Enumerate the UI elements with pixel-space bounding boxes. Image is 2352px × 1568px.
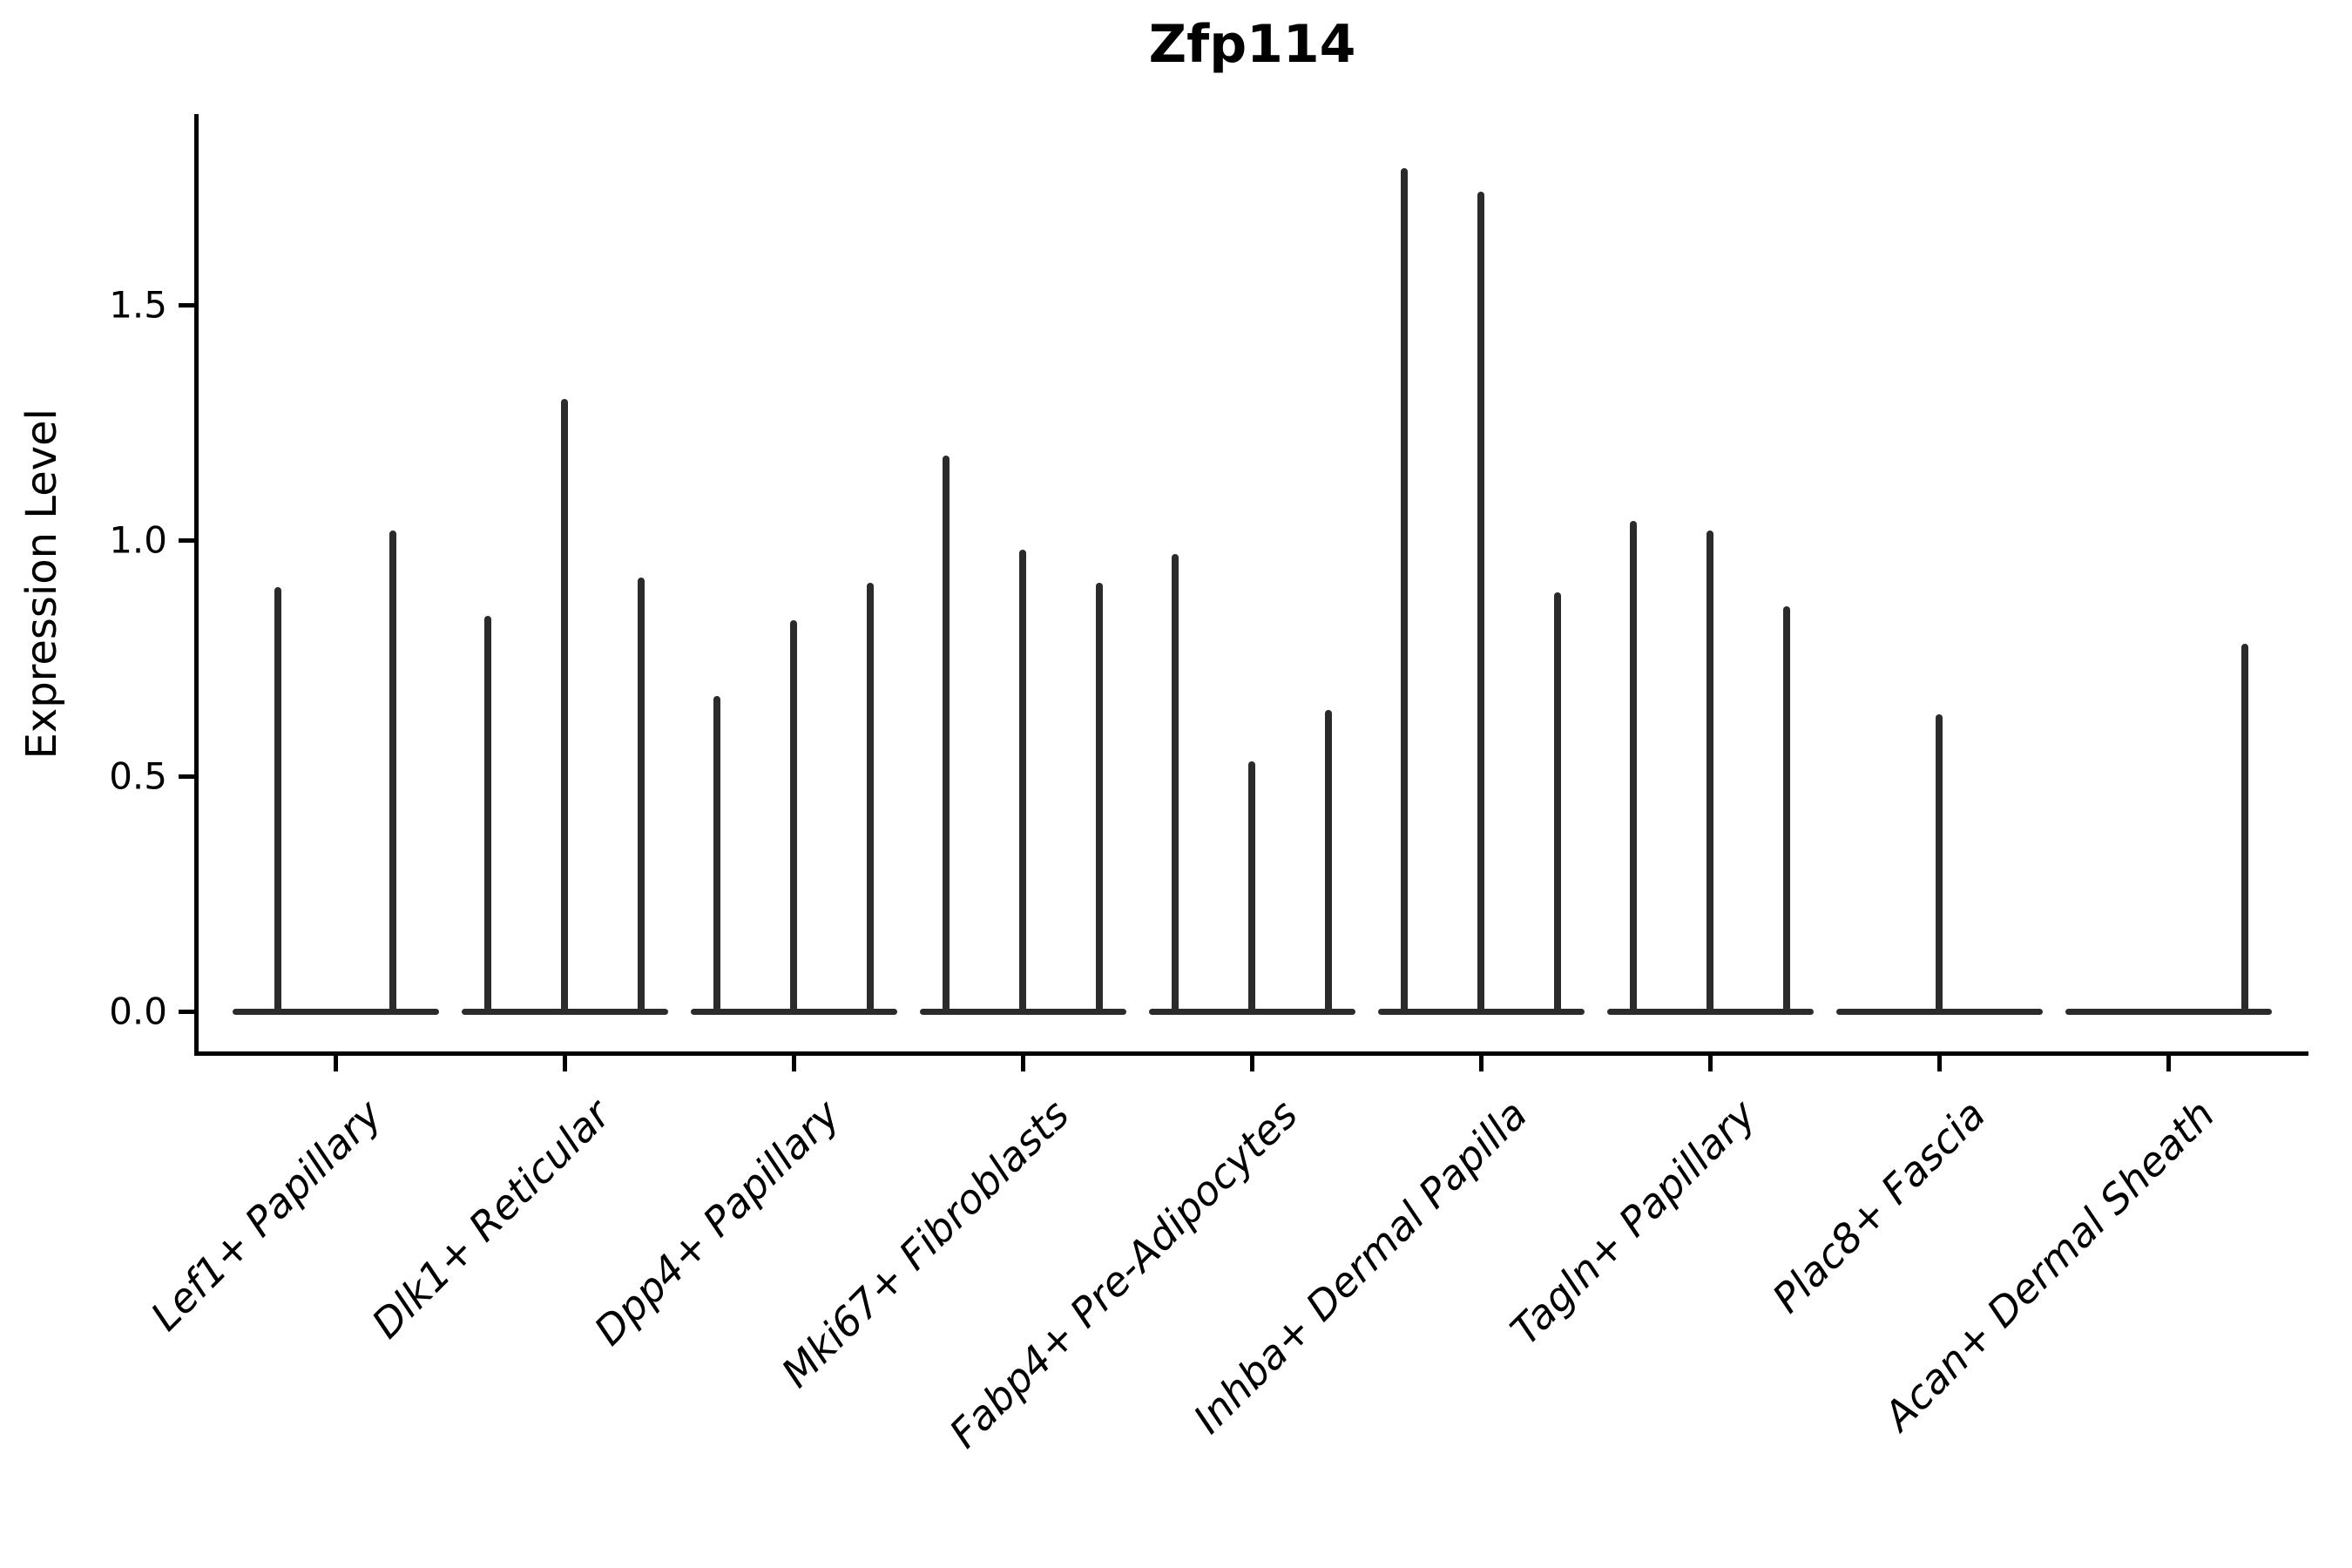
violin-base bbox=[232, 1008, 439, 1015]
y-tick-mark bbox=[179, 1010, 194, 1014]
y-tick-label: 0.5 bbox=[109, 754, 167, 797]
x-axis-spine bbox=[194, 1051, 2308, 1056]
violin-spike bbox=[484, 615, 492, 1011]
x-tick-mark bbox=[334, 1056, 338, 1071]
violin-spike bbox=[943, 455, 950, 1011]
violin-spike bbox=[2240, 644, 2248, 1011]
x-tick-label: Dpp4+ Papillary bbox=[585, 1091, 849, 1355]
violin-base bbox=[461, 1008, 668, 1015]
y-tick-label: 1.5 bbox=[109, 283, 167, 326]
violin-spike bbox=[866, 582, 874, 1011]
x-tick-label: Lef1+ Papillary bbox=[141, 1091, 391, 1340]
violin-spike bbox=[389, 531, 396, 1011]
x-tick-label: Tagln+ Papillary bbox=[1501, 1091, 1766, 1355]
violin-base bbox=[1835, 1008, 2043, 1015]
violin-base bbox=[1606, 1008, 1814, 1015]
y-tick-mark bbox=[179, 302, 194, 308]
violin-spike bbox=[1936, 714, 1943, 1011]
violin-spike bbox=[637, 578, 645, 1011]
x-tick-mark bbox=[2166, 1056, 2171, 1071]
violin-spike bbox=[1019, 549, 1026, 1011]
x-tick-mark bbox=[1021, 1056, 1025, 1071]
violin-spike bbox=[790, 619, 797, 1011]
y-tick-mark bbox=[179, 538, 194, 543]
x-tick-mark bbox=[1708, 1056, 1713, 1071]
violin-spike bbox=[1707, 531, 1713, 1011]
violin-spike bbox=[1095, 582, 1103, 1011]
x-tick-mark bbox=[1250, 1056, 1254, 1071]
violin-spike bbox=[561, 398, 568, 1011]
violin-spike bbox=[1324, 709, 1332, 1011]
x-tick-label: Dlk1+ Reticular bbox=[362, 1091, 620, 1348]
y-axis-label-container: Expression Level bbox=[7, 114, 77, 1053]
y-tick-mark bbox=[179, 774, 194, 779]
violin-spike bbox=[1553, 591, 1561, 1011]
violin-base bbox=[1148, 1008, 1355, 1015]
violin-base bbox=[690, 1008, 897, 1015]
y-tick-label: 1.0 bbox=[109, 518, 167, 562]
violin-spike bbox=[1401, 167, 1409, 1011]
x-tick-mark bbox=[792, 1056, 796, 1071]
violin-base bbox=[1377, 1008, 1585, 1015]
violin-spike bbox=[1248, 761, 1255, 1011]
y-tick-label: 0.0 bbox=[109, 990, 167, 1033]
x-tick-mark bbox=[1479, 1056, 1484, 1071]
x-tick-mark bbox=[563, 1056, 567, 1071]
x-tick-mark bbox=[1937, 1056, 1942, 1071]
chart-title: Zfp114 bbox=[1148, 14, 1356, 75]
violin-spike bbox=[274, 587, 282, 1011]
x-tick-label: Plac8+ Fascia bbox=[1762, 1091, 1995, 1322]
violin-spike bbox=[1630, 521, 1638, 1011]
violin-spike bbox=[1782, 605, 1790, 1011]
violin-spike bbox=[1172, 554, 1179, 1011]
violin-spike bbox=[713, 695, 721, 1011]
y-axis-label: Expression Level bbox=[17, 408, 66, 760]
violin-spike bbox=[1477, 191, 1484, 1011]
y-axis-spine bbox=[194, 114, 199, 1056]
violin-base bbox=[2065, 1008, 2272, 1015]
violin-base bbox=[919, 1008, 1126, 1015]
